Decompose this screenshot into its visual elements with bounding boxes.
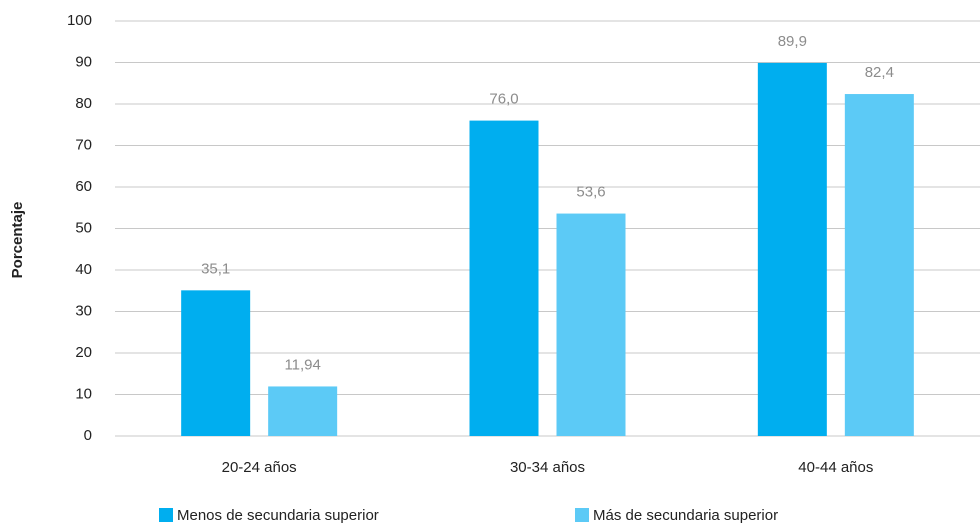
value-label: 35,1 [201,260,230,277]
value-label: 76,0 [489,91,518,108]
y-tick-label: 50 [75,219,92,236]
bar [757,62,827,436]
legend-swatch [575,508,589,522]
legend-label: Más de secundaria superior [593,507,778,524]
value-label: 82,4 [865,64,894,81]
x-tick-label: 30-34 años [510,459,585,476]
y-tick-label: 40 [75,261,92,278]
bar [844,94,914,436]
legend-label: Menos de secundaria superior [177,507,379,524]
value-label: 11,94 [284,356,320,373]
value-label: 53,6 [576,184,605,201]
y-tick-label: 20 [75,344,92,361]
bar [268,386,338,436]
y-tick-label: 0 [84,427,92,444]
y-tick-label: 90 [75,53,92,70]
y-tick-label: 80 [75,95,92,112]
bar [556,213,626,436]
y-tick-label: 30 [75,302,92,319]
value-label: 89,9 [778,33,807,50]
y-tick-label: 70 [75,136,92,153]
x-tick-label: 40-44 años [798,459,873,476]
bar [181,290,251,436]
y-tick-label: 60 [75,178,92,195]
bar [469,120,539,436]
y-tick-label: 10 [75,385,92,402]
y-axis-label: Porcentaje [9,202,26,279]
y-tick-label: 100 [67,12,92,29]
x-tick-label: 20-24 años [222,459,297,476]
legend-swatch [159,508,173,522]
